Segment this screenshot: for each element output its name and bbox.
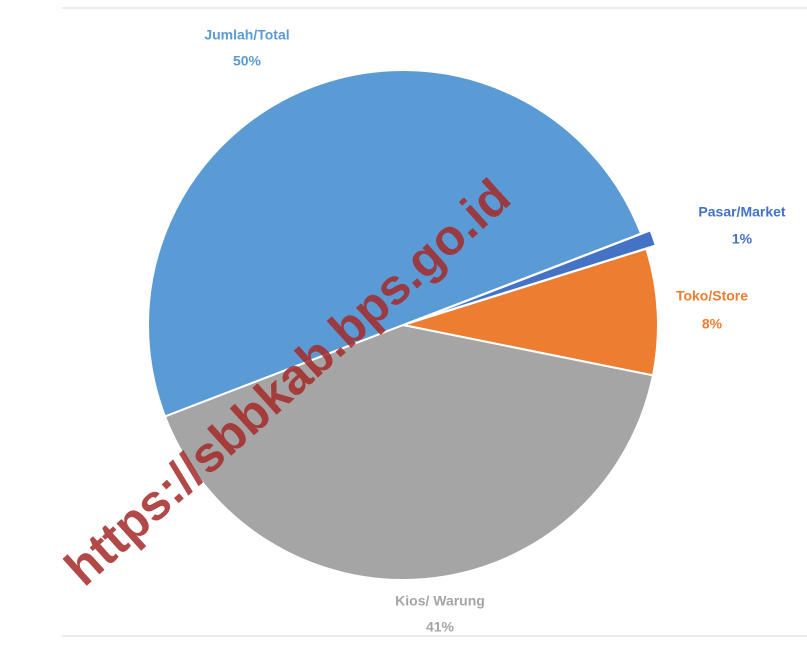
pie	[147, 69, 659, 581]
category-label: Jumlah/Total	[204, 27, 289, 43]
value-label: 41%	[426, 619, 455, 635]
value-label: 8%	[702, 316, 723, 332]
labels: Pasar/Market 1% Toko/Store 8% Kios/ Warung 41…	[204, 27, 786, 635]
category-label: Kios/ Warung	[395, 593, 485, 609]
value-label: 50%	[233, 53, 262, 69]
pie-slice	[402, 247, 659, 377]
pie-slice	[163, 323, 655, 581]
value-label: 1%	[732, 231, 753, 247]
pie-slice	[147, 69, 643, 418]
category-label: Pasar/Market	[698, 204, 786, 220]
category-label: Toko/Store	[676, 288, 748, 304]
